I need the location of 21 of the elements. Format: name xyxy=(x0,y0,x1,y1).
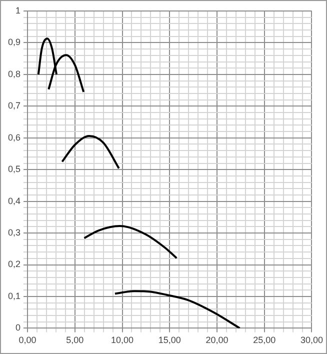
y-tick-label: 0 xyxy=(15,322,21,333)
x-tick-label: 15,00 xyxy=(158,335,181,346)
x-tick-label: 20,00 xyxy=(206,335,228,346)
line-series xyxy=(114,290,241,328)
y-tick-label: 0,8 xyxy=(8,68,21,79)
x-tick-label: 5,00 xyxy=(66,335,84,346)
line-series xyxy=(61,134,120,170)
y-tick-label: 0,3 xyxy=(8,228,21,238)
y-tick-label: 0,5 xyxy=(8,164,21,174)
y-tick-label: 1 xyxy=(15,5,21,16)
x-tick-label: 30,00 xyxy=(300,335,324,346)
y-tick-label: 0,1 xyxy=(8,290,21,301)
y-tick-label: 0,7 xyxy=(8,100,21,111)
y-tick-label: 0,6 xyxy=(8,132,21,142)
y-tick-label: 0,2 xyxy=(8,259,21,270)
y-tick-label: 0,4 xyxy=(8,196,21,206)
x-tick-label: 0,00 xyxy=(18,335,36,346)
line-series xyxy=(83,225,178,260)
x-tick-label: 10,00 xyxy=(110,335,134,346)
y-tick-label: 0,9 xyxy=(8,37,21,48)
x-tick-label: 25,00 xyxy=(253,335,276,346)
